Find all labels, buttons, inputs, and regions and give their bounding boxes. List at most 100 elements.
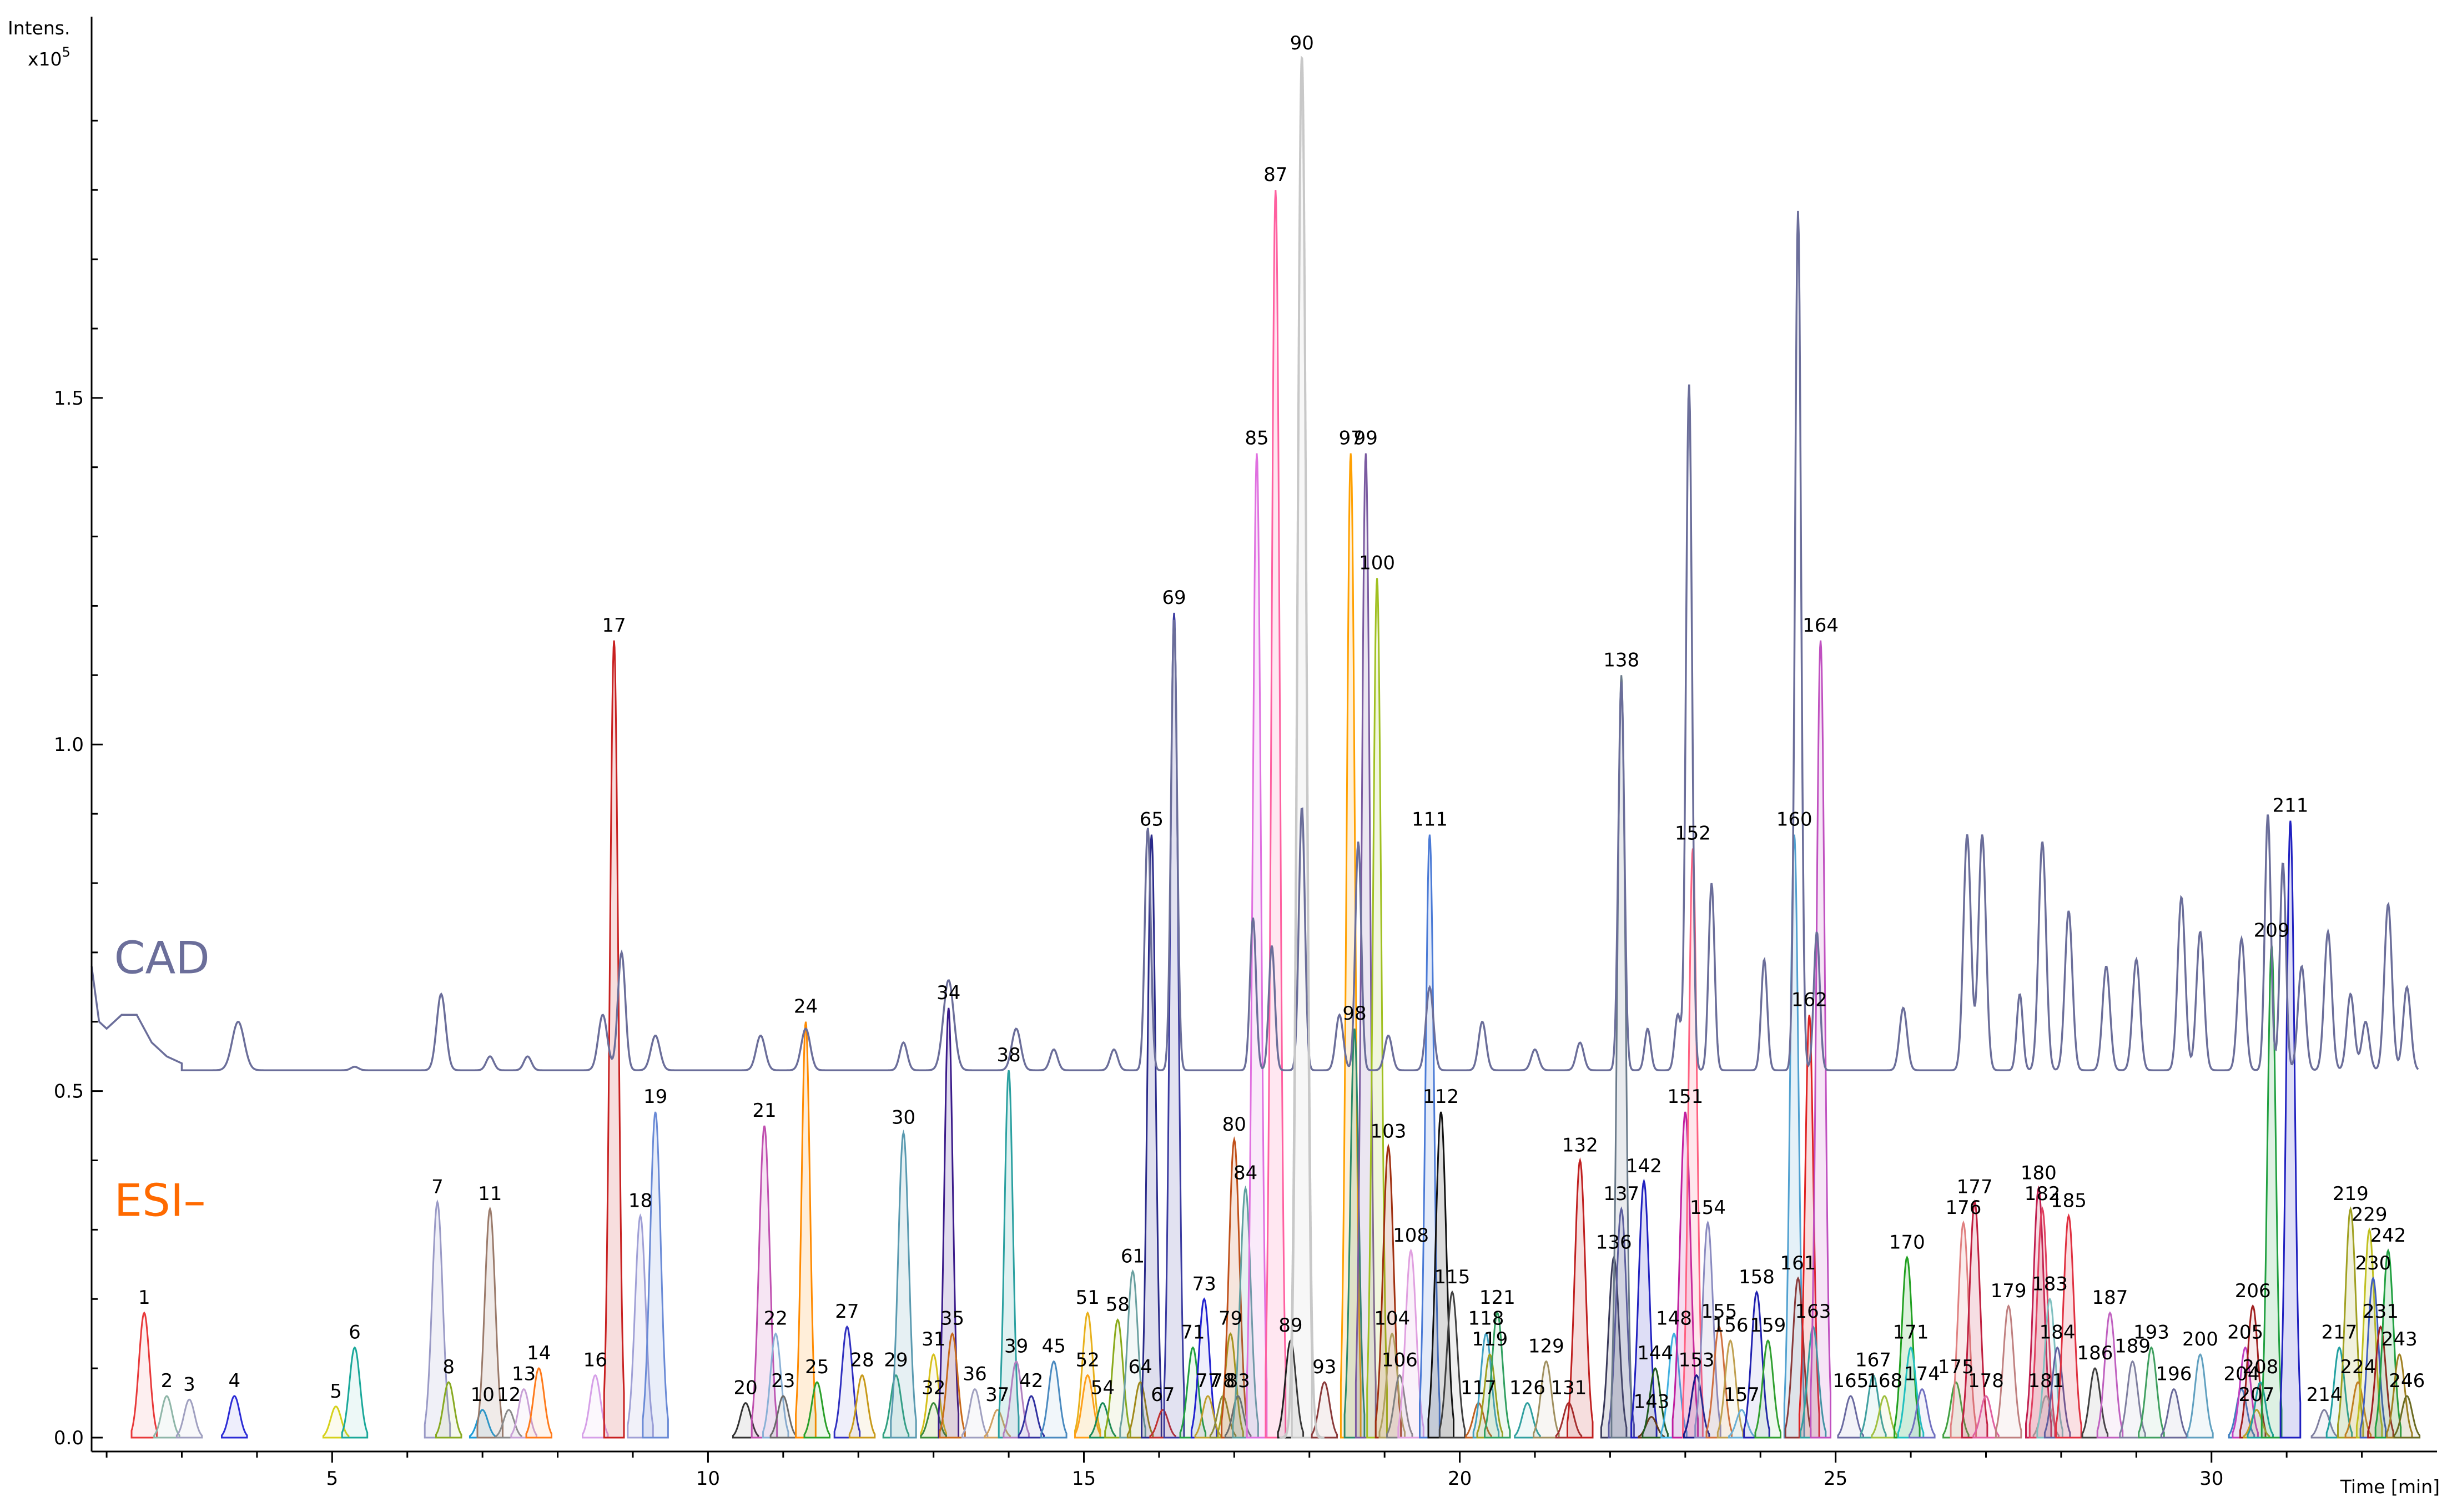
peak-label: 129 xyxy=(1528,1335,1564,1358)
esi-peak-106 xyxy=(1386,1374,1413,1439)
peak-label: 153 xyxy=(1679,1349,1715,1372)
peak-label: 71 xyxy=(1181,1322,1205,1344)
peak-label: 108 xyxy=(1393,1224,1429,1247)
esi-peak-84 xyxy=(1232,1185,1259,1439)
esi-peak-28 xyxy=(848,1374,876,1439)
peak-label: 61 xyxy=(1121,1245,1145,1267)
peak-label: 242 xyxy=(2370,1224,2406,1247)
peak-label: 27 xyxy=(835,1301,859,1323)
peak-label: 1 xyxy=(138,1287,150,1309)
esi-peak-229 xyxy=(2355,1227,2383,1439)
esi-peak-61 xyxy=(1119,1269,1146,1439)
peak-label: 121 xyxy=(1479,1287,1515,1309)
esi-peak-65 xyxy=(1141,834,1162,1439)
esi-peak-157 xyxy=(1728,1409,1755,1439)
peak-label: 148 xyxy=(1656,1308,1692,1330)
peak-label: 73 xyxy=(1192,1273,1216,1295)
esi-peak-36 xyxy=(961,1388,989,1439)
peak-label: 31 xyxy=(922,1328,945,1350)
peak-label: 167 xyxy=(1855,1349,1891,1372)
peak-label: 174 xyxy=(1904,1363,1940,1385)
peak-label: 117 xyxy=(1461,1377,1497,1399)
esi-peak-12 xyxy=(495,1409,522,1439)
esi-peak-90 xyxy=(1291,58,1313,1439)
peak-label: 136 xyxy=(1596,1231,1632,1253)
esi-peak-29 xyxy=(882,1374,910,1439)
peak-label: 182 xyxy=(2025,1183,2061,1205)
peak-label: 144 xyxy=(1637,1342,1673,1364)
esi-peak-151 xyxy=(1671,1111,1699,1439)
peak-label: 168 xyxy=(1866,1370,1902,1392)
peak-label: 196 xyxy=(2156,1363,2192,1385)
esi-peak-39 xyxy=(1003,1360,1030,1439)
peak-label: 54 xyxy=(1091,1377,1115,1399)
peak-label: 8 xyxy=(442,1356,455,1378)
esi-peak-185 xyxy=(2055,1213,2082,1439)
peak-label: 79 xyxy=(1219,1308,1242,1330)
peak-label: 143 xyxy=(1633,1391,1669,1413)
peak-label: 115 xyxy=(1434,1266,1471,1288)
peak-label: 12 xyxy=(497,1384,521,1406)
esi-peak-167 xyxy=(1860,1374,1887,1439)
peak-label: 39 xyxy=(1004,1335,1028,1358)
peak-label: 157 xyxy=(1724,1384,1760,1406)
esi-peak-80 xyxy=(1221,1136,1248,1439)
peak-label: 65 xyxy=(1140,809,1164,831)
esi-peak-8 xyxy=(435,1381,462,1439)
esi-peak-189 xyxy=(2119,1360,2146,1439)
peak-label: 93 xyxy=(1312,1356,1336,1378)
peak-label: 217 xyxy=(2322,1322,2358,1344)
peak-label: 78 xyxy=(1211,1370,1235,1392)
esi-peak-154 xyxy=(1694,1220,1721,1439)
esi-peak-179 xyxy=(1995,1304,2022,1439)
peak-label: 22 xyxy=(764,1308,788,1330)
y-tick-label-2: 1.0 xyxy=(54,734,84,756)
peak-label: 179 xyxy=(1991,1280,2027,1302)
peak-label: 28 xyxy=(850,1349,874,1372)
peak-label: 37 xyxy=(985,1384,1009,1406)
peak-label: 131 xyxy=(1550,1377,1587,1399)
traces-layer xyxy=(90,56,2421,1439)
esi-peak-219 xyxy=(2337,1206,2364,1439)
y-axis-multiplier-exponent: 5 xyxy=(62,44,71,60)
peak-label: 184 xyxy=(2040,1322,2076,1344)
peak-label: 23 xyxy=(771,1370,795,1392)
esi-peak-206 xyxy=(2239,1304,2267,1439)
esi-peak-4 xyxy=(221,1395,248,1439)
peak-label: 178 xyxy=(1968,1370,2004,1392)
esi-peak-25 xyxy=(803,1381,830,1439)
peak-label: 103 xyxy=(1370,1121,1406,1143)
esi-peak-165 xyxy=(1837,1395,1864,1439)
peak-label: 206 xyxy=(2235,1280,2271,1302)
peak-label: 183 xyxy=(2032,1273,2068,1295)
peak-label: 170 xyxy=(1889,1231,1925,1253)
peak-label: 154 xyxy=(1690,1197,1726,1219)
peak-label: 14 xyxy=(527,1342,551,1364)
peak-label: 42 xyxy=(1019,1370,1043,1392)
peak-label: 229 xyxy=(2352,1203,2388,1226)
peak-label: 161 xyxy=(1780,1252,1816,1274)
peak-label: 165 xyxy=(1832,1370,1869,1392)
x-axis-title: Time [min] xyxy=(2340,1476,2440,1498)
peak-label: 21 xyxy=(752,1100,776,1122)
peak-label: 85 xyxy=(1245,427,1268,450)
peak-label: 163 xyxy=(1795,1301,1831,1323)
esi-peak-13 xyxy=(510,1388,537,1439)
x-tick-label-15: 15 xyxy=(1072,1468,1096,1490)
esi-peak-171 xyxy=(1897,1346,1925,1439)
esi-peak-45 xyxy=(1040,1360,1068,1439)
esi-peak-2 xyxy=(153,1395,180,1439)
esi-peak-214 xyxy=(2310,1409,2338,1439)
esi-peak-17 xyxy=(603,640,625,1439)
esi-peak-163 xyxy=(1799,1325,1827,1439)
esi-peak-196 xyxy=(2160,1388,2188,1439)
peak-label: 204 xyxy=(2223,1363,2259,1385)
esi-peak-11 xyxy=(476,1206,504,1439)
peak-label: 224 xyxy=(2340,1356,2376,1378)
peak-label: 126 xyxy=(1509,1377,1545,1399)
peak-label: 35 xyxy=(940,1308,964,1330)
esi-peak-144 xyxy=(1642,1367,1669,1439)
peak-label: 219 xyxy=(2333,1183,2369,1205)
peak-label: 162 xyxy=(1791,989,1827,1011)
esi-peak-132 xyxy=(1567,1157,1594,1439)
